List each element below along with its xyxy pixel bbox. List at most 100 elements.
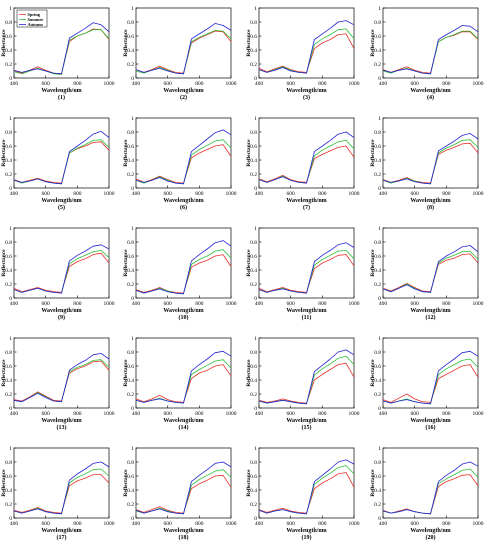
x-axis-label: Wavelength/nm bbox=[41, 528, 81, 534]
x-tick-label: 400 bbox=[255, 301, 264, 307]
panel-label: (18) bbox=[179, 534, 189, 541]
y-tick-label: 1 bbox=[131, 336, 134, 342]
x-tick-label: 1000 bbox=[226, 301, 237, 307]
y-axis-label: Reflectance bbox=[246, 469, 252, 497]
y-tick-label: 0.2 bbox=[250, 172, 257, 178]
series-line-autumn bbox=[135, 461, 232, 515]
y-tick-label: 1 bbox=[131, 446, 134, 452]
y-tick-label: 0.8 bbox=[374, 460, 381, 466]
panel-14: 0 0.2 0.4 0.6 0.8 1 400 600 800 1000 Wavelength/nm… bbox=[123, 336, 237, 431]
panel-5: 0 0.2 0.4 0.6 0.8 1 400 600 800 1000 Wavelength/nm… bbox=[1, 116, 115, 211]
plot-frame bbox=[13, 7, 110, 79]
series-line-summer bbox=[13, 29, 110, 75]
y-axis-label: Reflectance bbox=[246, 29, 252, 57]
x-tick-label: 400 bbox=[255, 411, 264, 417]
x-tick-label: 1000 bbox=[104, 81, 115, 87]
x-tick-label: 400 bbox=[132, 81, 141, 87]
y-tick-label: 0.6 bbox=[127, 474, 134, 480]
series-line-autumn bbox=[382, 350, 479, 405]
x-axis-label: Wavelength/nm bbox=[41, 418, 81, 424]
x-axis-label: Wavelength/nm bbox=[163, 198, 203, 204]
y-tick-label: 0 bbox=[9, 406, 12, 412]
x-tick-label: 1000 bbox=[104, 411, 115, 417]
x-tick-label: 400 bbox=[379, 81, 388, 87]
series-line-autumn bbox=[382, 245, 479, 293]
y-tick-label: 0.2 bbox=[5, 62, 12, 68]
series-line-summer bbox=[258, 465, 355, 515]
x-axis-label: Wavelength/nm bbox=[163, 308, 203, 314]
series-line-summer bbox=[135, 249, 232, 295]
panel-15: 0 0.2 0.4 0.6 0.8 1 400 600 800 1000 Wavelength/nm… bbox=[246, 336, 360, 431]
x-tick-label: 800 bbox=[442, 191, 451, 197]
series-line-autumn bbox=[258, 20, 355, 74]
y-tick-label: 0.6 bbox=[250, 144, 257, 150]
x-tick-label: 400 bbox=[10, 521, 19, 527]
y-tick-label: 0.6 bbox=[127, 34, 134, 40]
x-tick-label: 400 bbox=[132, 411, 141, 417]
panel-label: (19) bbox=[302, 534, 312, 541]
panel-label: (1) bbox=[58, 94, 65, 101]
y-tick-label: 0.2 bbox=[374, 172, 381, 178]
y-tick-label: 0.8 bbox=[250, 20, 257, 26]
y-tick-label: 0.2 bbox=[127, 392, 134, 398]
panel-12: 0 0.2 0.4 0.6 0.8 1 400 600 800 1000 Wavelength/nm… bbox=[370, 226, 484, 321]
y-tick-label: 0 bbox=[9, 186, 12, 192]
y-tick-label: 0.4 bbox=[374, 158, 381, 164]
plot-frame bbox=[135, 7, 232, 79]
y-tick-label: 0.6 bbox=[5, 474, 12, 480]
y-tick-label: 0.2 bbox=[127, 282, 134, 288]
plot-frame bbox=[135, 117, 232, 189]
x-tick-label: 800 bbox=[73, 521, 82, 527]
panel-label: (10) bbox=[179, 314, 189, 321]
panel-label: (15) bbox=[302, 424, 312, 431]
series-line-spring bbox=[382, 253, 479, 293]
y-tick-label: 0.2 bbox=[250, 392, 257, 398]
series-line-spring bbox=[258, 254, 355, 293]
y-tick-label: 0.4 bbox=[374, 378, 381, 384]
series-line-spring bbox=[258, 145, 355, 183]
y-tick-label: 0.8 bbox=[127, 130, 134, 136]
y-tick-label: 0.6 bbox=[5, 254, 12, 260]
plot-frame bbox=[382, 7, 479, 79]
y-tick-label: 0.8 bbox=[5, 460, 12, 466]
panel-10: 0 0.2 0.4 0.6 0.8 1 400 600 800 1000 Wavelength/nm… bbox=[123, 226, 237, 321]
series-line-autumn bbox=[13, 352, 110, 403]
y-tick-label: 0.2 bbox=[374, 62, 381, 68]
x-tick-label: 600 bbox=[164, 521, 173, 527]
x-tick-label: 400 bbox=[379, 301, 388, 307]
y-tick-label: 0 bbox=[254, 296, 257, 302]
series-line-summer bbox=[13, 139, 110, 185]
series-line-spring bbox=[258, 472, 355, 514]
y-axis-label: Reflectance bbox=[370, 359, 376, 387]
x-tick-label: 1000 bbox=[473, 191, 484, 197]
y-tick-label: 0.6 bbox=[250, 254, 257, 260]
x-tick-label: 600 bbox=[287, 301, 296, 307]
y-tick-label: 0.4 bbox=[5, 48, 12, 54]
x-axis-label: Wavelength/nm bbox=[163, 88, 203, 94]
series-line-summer bbox=[382, 139, 479, 185]
plot-frame bbox=[258, 447, 355, 519]
y-tick-label: 0.8 bbox=[127, 20, 134, 26]
y-axis-label: Reflectance bbox=[1, 249, 7, 277]
series-line-autumn bbox=[258, 349, 355, 405]
plot-frame bbox=[382, 337, 479, 409]
x-tick-label: 1000 bbox=[226, 411, 237, 417]
y-tick-label: 0.8 bbox=[250, 460, 257, 466]
y-tick-label: 0 bbox=[254, 516, 257, 522]
x-tick-label: 1000 bbox=[104, 301, 115, 307]
y-tick-label: 0.4 bbox=[5, 378, 12, 384]
y-tick-label: 0.8 bbox=[127, 240, 134, 246]
y-tick-label: 0.6 bbox=[250, 474, 257, 480]
plot-frame bbox=[135, 227, 232, 299]
x-tick-label: 600 bbox=[411, 191, 420, 197]
series-line-autumn bbox=[258, 131, 355, 184]
series-line-spring bbox=[135, 474, 232, 514]
y-tick-label: 0.8 bbox=[250, 130, 257, 136]
panel-13: 0 0.2 0.4 0.6 0.8 1 400 600 800 1000 Wavelength/nm… bbox=[1, 336, 115, 431]
y-tick-label: 0.4 bbox=[127, 158, 134, 164]
x-tick-label: 800 bbox=[195, 301, 204, 307]
x-tick-label: 800 bbox=[73, 301, 82, 307]
x-tick-label: 800 bbox=[442, 521, 451, 527]
panel-label: (8) bbox=[427, 204, 434, 211]
